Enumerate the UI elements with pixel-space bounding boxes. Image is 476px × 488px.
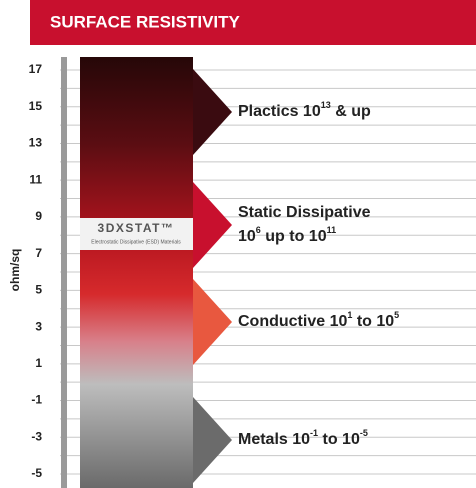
y-tick-label: 13: [29, 136, 43, 150]
band-label: Metals 10-1 to 10-5: [238, 428, 368, 448]
axis-bar: [61, 57, 67, 488]
y-tick-label: 9: [35, 209, 42, 223]
label-text: 10: [238, 228, 256, 245]
band-label: Conductive 101 to 105: [238, 310, 399, 330]
label-text: to 10: [352, 313, 394, 330]
band-arrow: [193, 182, 232, 268]
band-label: Plactics 1013 & up: [238, 100, 371, 120]
label-exponent: -1: [310, 428, 318, 438]
label-text: to 10: [318, 431, 360, 448]
label-exponent: 13: [321, 100, 331, 110]
y-tick-label: 3: [35, 319, 42, 333]
y-tick-label: 11: [29, 172, 42, 186]
label-text: Metals 10: [238, 431, 310, 448]
y-tick-label: 5: [35, 283, 42, 297]
y-tick-label: 1: [35, 356, 42, 370]
logo-brand: 3DXSTAT™: [98, 221, 175, 235]
label-exponent: 5: [394, 310, 399, 320]
title: SURFACE RESISTIVITY: [50, 12, 241, 31]
label-text: Plactics 10: [238, 103, 321, 120]
band-arrow: [193, 397, 232, 483]
resistivity-column: [80, 57, 193, 488]
label-exponent: 11: [327, 225, 337, 235]
label-exponent: 6: [256, 225, 261, 235]
logo-box: [80, 218, 193, 250]
y-tick-label: -3: [31, 429, 42, 443]
y-tick-label: 7: [35, 246, 42, 260]
logo-tagline: Electrostatic Dissipative (ESD) Material…: [91, 239, 181, 245]
label-exponent: 1: [347, 310, 352, 320]
header-banner: [30, 0, 476, 45]
label-text: Conductive 10: [238, 313, 347, 330]
band-label: Static Dissipative: [238, 204, 371, 221]
band-arrow: [193, 69, 232, 155]
y-tick-label: 15: [29, 99, 43, 113]
y-tick-label: -5: [31, 466, 42, 480]
label-text: & up: [331, 103, 371, 120]
label-text: Static Dissipative: [238, 204, 371, 221]
band-arrow: [193, 279, 232, 365]
label-exponent: -5: [360, 428, 368, 438]
band-label: 106 up to 1011: [238, 225, 336, 245]
y-tick-label: -1: [31, 393, 42, 407]
label-text: up to 10: [261, 228, 327, 245]
y-tick-label: 17: [29, 62, 43, 76]
axis-label: ohm/sq: [8, 249, 22, 292]
